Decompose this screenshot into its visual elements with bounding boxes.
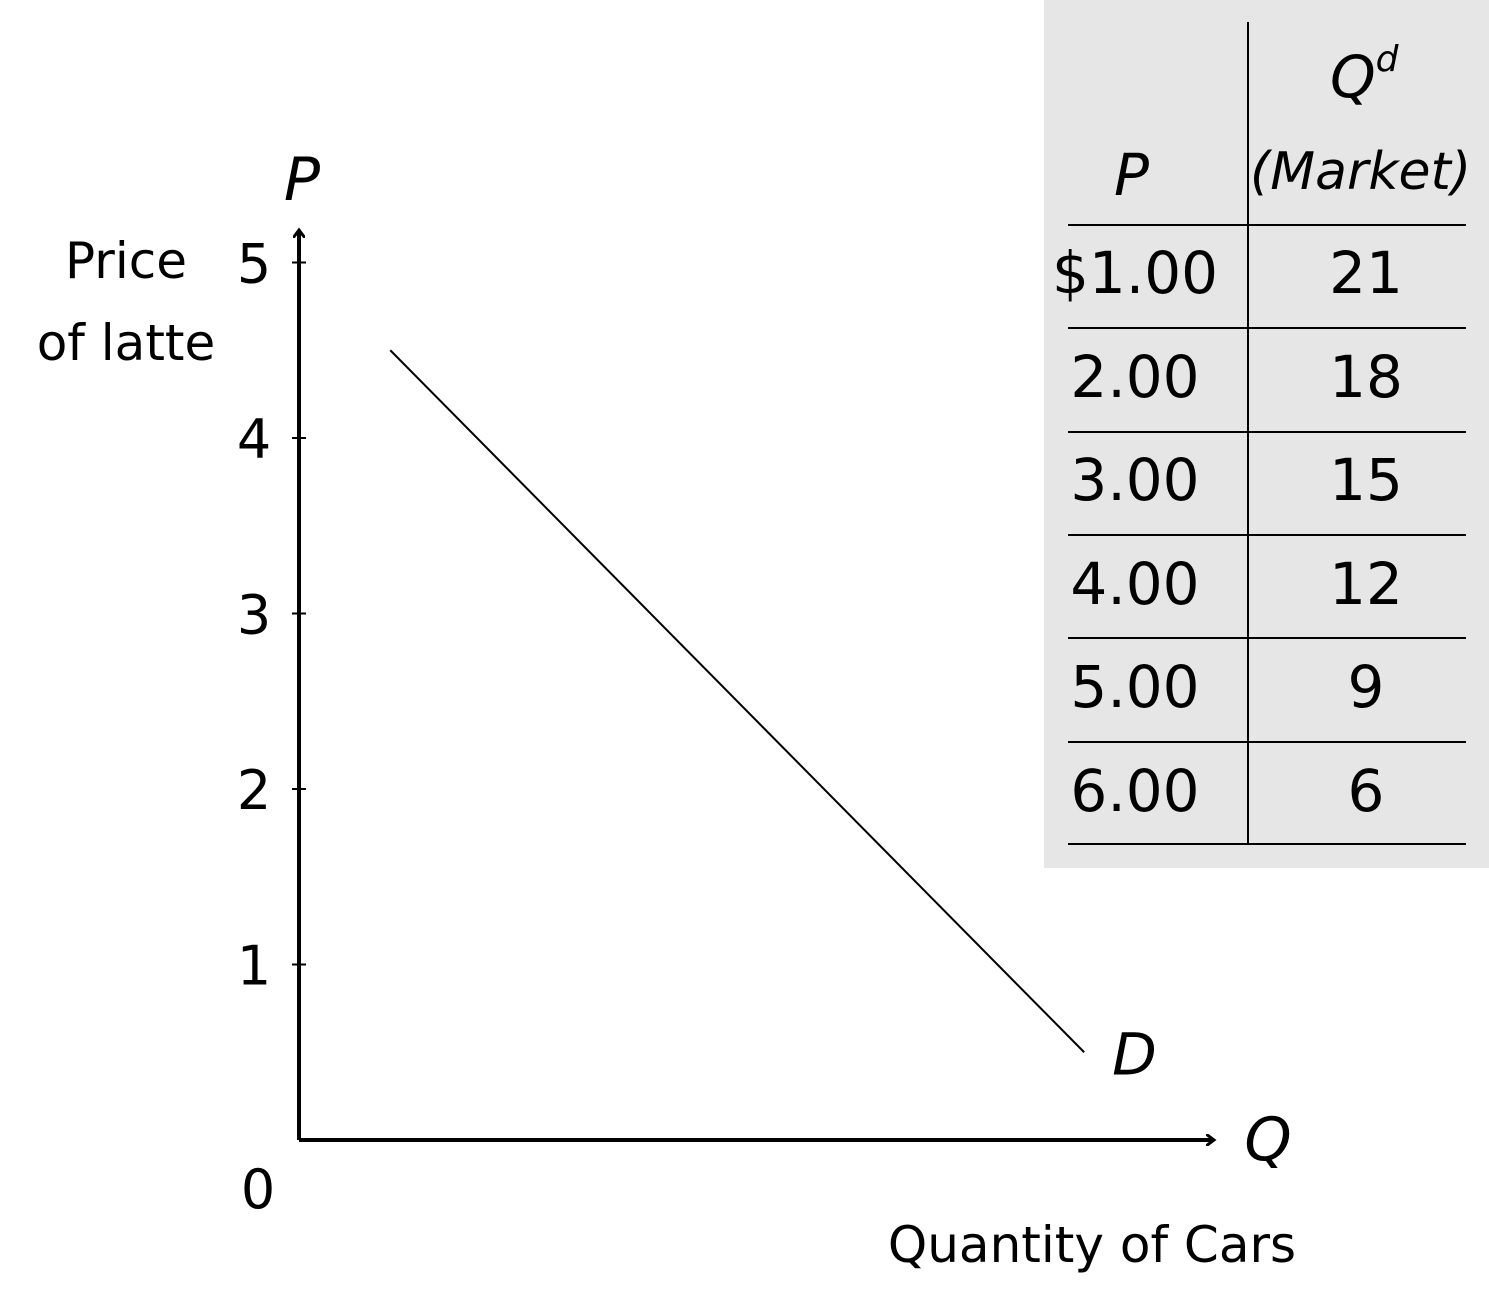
table-cell-quantity: 6 <box>1347 756 1385 825</box>
demand-curve <box>389 349 1085 1053</box>
table-cell-quantity: 15 <box>1329 446 1403 514</box>
table-header-qd-market: (Market) <box>1250 142 1472 202</box>
y-tick-label: 1 <box>237 935 271 998</box>
y-tick-label: 4 <box>237 408 271 471</box>
table-cell-price: 5.00 <box>1070 653 1200 721</box>
demand-schedule-table <box>1044 0 1489 868</box>
table-cell-price: 2.00 <box>1070 342 1200 411</box>
table-cell-quantity: 9 <box>1347 653 1385 721</box>
demand-curve-label: D <box>1112 1020 1157 1088</box>
y-tick-label: 2 <box>237 759 271 822</box>
y-tick-label: 3 <box>237 584 271 647</box>
table-header-qd-superscript: d <box>1375 39 1399 80</box>
table-header-qd-symbol: Q <box>1330 43 1376 111</box>
y-tick-label: 5 <box>237 233 271 296</box>
table-header-rule <box>1068 224 1466 226</box>
x-axis-label: Quantity of Cars <box>888 1216 1296 1274</box>
table-header-p: P <box>1114 141 1149 209</box>
table-row-rule <box>1068 431 1466 433</box>
table-cell-price: 6.00 <box>1070 756 1200 825</box>
table-header-qd: Qd <box>1330 39 1399 107</box>
table-row-rule <box>1068 741 1466 743</box>
table-cell-quantity: 18 <box>1329 342 1403 411</box>
table-cell-quantity: 21 <box>1329 239 1403 307</box>
y-axis-symbol: P <box>284 145 321 215</box>
table-row-rule <box>1068 327 1466 329</box>
table-cell-price: $1.00 <box>1051 239 1219 307</box>
table-cell-price: 3.00 <box>1070 446 1200 514</box>
y-tick-marks <box>292 261 306 966</box>
table-bottom-rule <box>1068 843 1466 845</box>
table-cell-quantity: 12 <box>1329 549 1403 618</box>
y-tick-labels: 1 2 3 4 5 <box>237 233 271 998</box>
origin-label: 0 <box>241 1158 275 1221</box>
y-axis-label-line-1: Price <box>65 232 187 290</box>
table-cell-price: 4.00 <box>1070 549 1200 618</box>
y-axis-label-line-2: of latte <box>37 314 216 372</box>
table-row-rule <box>1068 534 1466 536</box>
table-row-rule <box>1068 637 1466 639</box>
x-axis-symbol: Q <box>1244 1105 1291 1175</box>
table-column-divider <box>1247 22 1249 844</box>
